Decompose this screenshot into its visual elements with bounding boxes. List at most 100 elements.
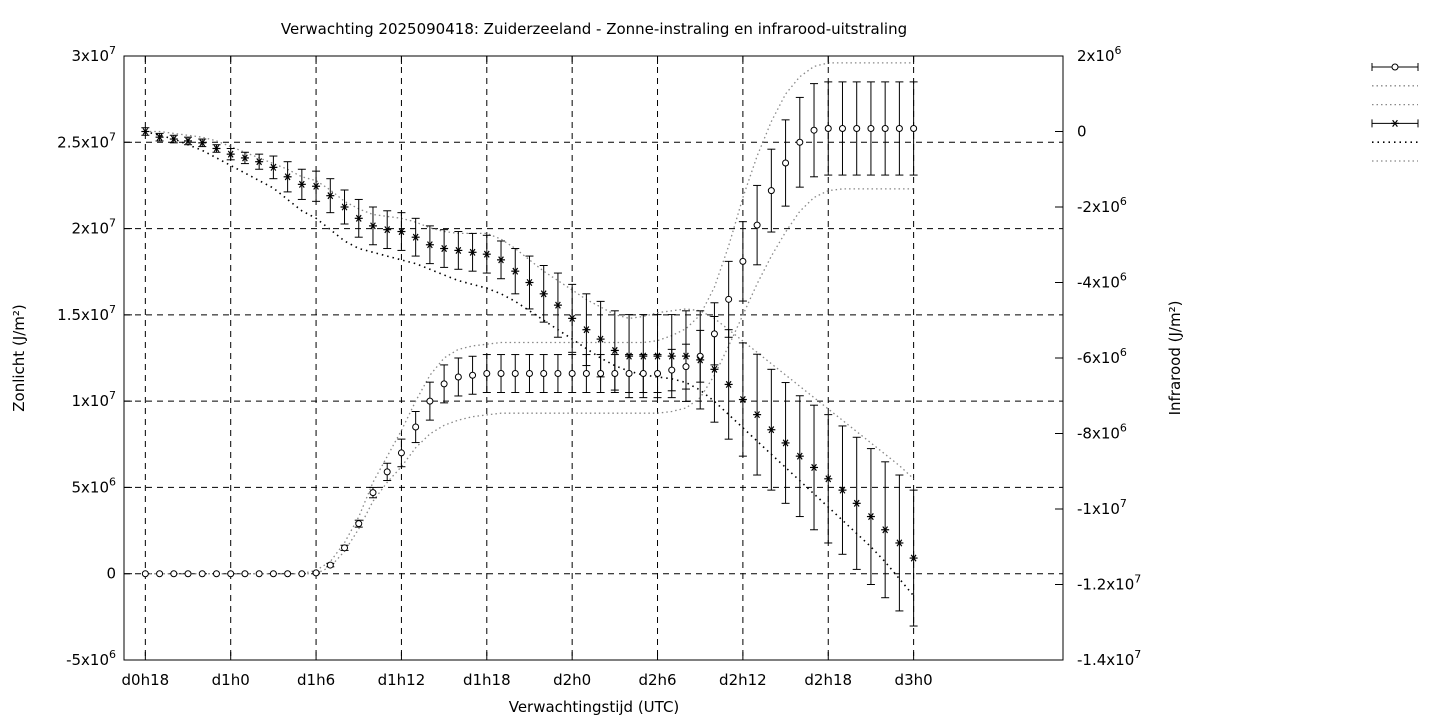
x-tick-label-base: d2h12 bbox=[719, 671, 767, 689]
y2-tick-label-exponent: 6 bbox=[1120, 422, 1127, 435]
y-tick-label-base: 3x10 bbox=[71, 47, 109, 65]
ir-mean-point bbox=[795, 452, 804, 460]
ir-mean-point bbox=[454, 246, 463, 254]
zl-mean-point bbox=[284, 570, 292, 578]
y2-tick-label-base: 0 bbox=[1077, 123, 1087, 141]
y-tick-label-base: 2.5x10 bbox=[57, 133, 109, 151]
x-tick-label-base: d0h18 bbox=[122, 671, 170, 689]
ir-mean-point bbox=[767, 426, 776, 434]
ir-mean-point bbox=[326, 192, 335, 200]
y2-tick-label: -4x106 bbox=[1077, 271, 1127, 292]
zl-mean-point bbox=[597, 370, 605, 378]
y-tick-label-base: 2x10 bbox=[71, 220, 109, 238]
ir-mean-point bbox=[881, 526, 890, 534]
ir-mean-point bbox=[226, 150, 235, 158]
zl-mean-point bbox=[725, 295, 733, 303]
x-tick-label: d2h6 bbox=[638, 671, 676, 689]
zl-mean-point bbox=[910, 124, 918, 132]
ir-mean-point bbox=[539, 290, 548, 298]
y2-tick-label-base: -6x10 bbox=[1077, 349, 1120, 367]
x-tick-label: d2h0 bbox=[553, 671, 591, 689]
ir-mean-point bbox=[411, 233, 420, 241]
ir-mean-point bbox=[440, 244, 449, 253]
x-tick-label: d3h0 bbox=[895, 671, 933, 689]
y-tick-label: 1x107 bbox=[71, 389, 116, 410]
zl-mean-point bbox=[212, 570, 220, 578]
ir-mean-point bbox=[738, 395, 747, 404]
zl-mean-point bbox=[241, 570, 249, 578]
y2-tick-label-base: -2x10 bbox=[1077, 198, 1120, 216]
zl-mean-point bbox=[426, 397, 434, 405]
legend bbox=[1371, 63, 1419, 162]
zl-mean-point bbox=[824, 124, 832, 132]
y2-tick-label-exponent: 6 bbox=[1115, 44, 1122, 57]
ir-mean-point bbox=[525, 278, 534, 287]
zl-mean-point bbox=[554, 370, 562, 378]
ir-mean-point bbox=[895, 539, 904, 547]
ir-mean-point bbox=[625, 352, 634, 360]
zl-mean-point bbox=[525, 370, 533, 378]
ir-mean-point bbox=[553, 301, 562, 309]
y-tick-label-base: 1x10 bbox=[71, 392, 109, 410]
y2-tick-label-exponent: 7 bbox=[1134, 648, 1141, 661]
ir-mean-point bbox=[639, 352, 648, 360]
ir-mean-point bbox=[155, 133, 164, 141]
zl-mean-point bbox=[312, 569, 320, 577]
chart-title: Verwachting 2025090418: Zuiderzeeland - … bbox=[281, 20, 907, 38]
zl-mean-point bbox=[782, 159, 790, 167]
ir-mean-point bbox=[184, 137, 193, 145]
zl-mean-point bbox=[682, 363, 690, 371]
y2-tick-label-base: 2x10 bbox=[1077, 47, 1115, 65]
y2-tick-label-exponent: 6 bbox=[1120, 271, 1127, 284]
y-tick-label-exponent: 6 bbox=[109, 475, 116, 488]
zl-mean-point bbox=[469, 371, 477, 379]
y-tick-label-exponent: 7 bbox=[109, 217, 116, 230]
grid-lines bbox=[124, 56, 1063, 660]
y2-tick-label-exponent: 6 bbox=[1120, 346, 1127, 359]
ir-mean-point bbox=[283, 173, 292, 181]
y-tick-label: -5x106 bbox=[66, 648, 116, 669]
y-tick-label-base: 0 bbox=[106, 565, 116, 583]
y2-tick-label: -6x106 bbox=[1077, 346, 1127, 367]
x-tick-label: d0h18 bbox=[122, 671, 170, 689]
zl-mean-point bbox=[141, 570, 149, 578]
ir-mean-point bbox=[909, 554, 918, 562]
y2-tick-label: -1x107 bbox=[1077, 497, 1127, 518]
zl-mean-point bbox=[383, 468, 391, 476]
ir-mean-point bbox=[596, 335, 605, 343]
zl-mean-point bbox=[454, 373, 462, 381]
ir-mean-point bbox=[312, 182, 321, 190]
ir-mean-point bbox=[269, 163, 278, 171]
zl-mean-point bbox=[298, 570, 306, 578]
y2-tick-labels: 2x1060-2x106-4x106-6x106-8x106-1x107-1.2… bbox=[1077, 44, 1141, 669]
ir-mean-point bbox=[852, 499, 861, 507]
zl-mean-point bbox=[540, 370, 548, 378]
y2-tick-label: -2x106 bbox=[1077, 195, 1127, 216]
zl-mean-point bbox=[184, 570, 192, 578]
y2-tick-label: -1.4x107 bbox=[1077, 648, 1141, 669]
x-tick-label-base: d1h0 bbox=[212, 671, 250, 689]
y-tick-label: 2.5x107 bbox=[57, 130, 116, 151]
zl-mean-point bbox=[269, 570, 277, 578]
y-tick-label-exponent: 7 bbox=[109, 389, 116, 402]
ir-mean-point bbox=[212, 144, 221, 153]
x-tick-label-base: d1h12 bbox=[378, 671, 426, 689]
zl-mean-point bbox=[440, 380, 448, 388]
ir-mean-point bbox=[568, 314, 577, 322]
y-tick-label-base: 1.5x10 bbox=[57, 306, 109, 324]
x-tick-label-base: d3h0 bbox=[895, 671, 933, 689]
x-tick-label-base: d1h6 bbox=[297, 671, 335, 689]
y2-tick-label-base: -4x10 bbox=[1077, 274, 1120, 292]
legend-swatch-marker bbox=[1391, 63, 1399, 71]
y-tick-label-exponent: 7 bbox=[109, 303, 116, 316]
zl-mean-point bbox=[369, 489, 377, 497]
x-tick-label-base: d2h0 bbox=[553, 671, 591, 689]
ir-mean-point bbox=[198, 139, 207, 147]
y2-tick-label-base: -8x10 bbox=[1077, 425, 1120, 443]
ir-mean-point bbox=[255, 158, 264, 166]
ir-mean-point bbox=[497, 256, 506, 264]
zl-mean-point bbox=[739, 257, 747, 265]
ir-mean-point bbox=[397, 227, 406, 236]
ir-mean-point bbox=[781, 439, 790, 447]
y-tick-label: 5x106 bbox=[71, 475, 116, 496]
